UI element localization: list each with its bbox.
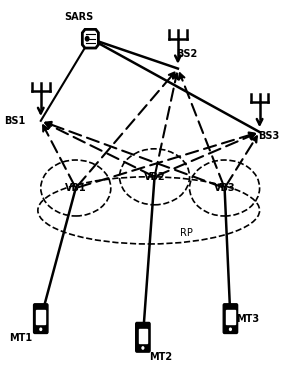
FancyBboxPatch shape <box>136 323 150 352</box>
Circle shape <box>86 36 89 41</box>
Text: BS1: BS1 <box>4 116 25 126</box>
FancyBboxPatch shape <box>33 304 48 334</box>
Text: RP: RP <box>180 228 193 238</box>
Circle shape <box>229 328 231 331</box>
Text: VB3: VB3 <box>214 183 235 193</box>
Circle shape <box>40 328 42 331</box>
FancyBboxPatch shape <box>223 304 238 334</box>
Bar <box>226 310 235 324</box>
Circle shape <box>142 347 144 349</box>
Text: MT3: MT3 <box>237 314 260 324</box>
Polygon shape <box>82 29 98 48</box>
Text: VB2: VB2 <box>144 172 165 182</box>
Text: BS2: BS2 <box>176 49 197 59</box>
Bar <box>36 310 45 324</box>
Text: SARS: SARS <box>64 12 93 22</box>
Text: BS3: BS3 <box>258 131 279 141</box>
Text: VB1: VB1 <box>65 183 87 193</box>
Text: MT1: MT1 <box>9 333 32 343</box>
Text: MT2: MT2 <box>149 352 172 362</box>
Bar <box>139 329 147 343</box>
